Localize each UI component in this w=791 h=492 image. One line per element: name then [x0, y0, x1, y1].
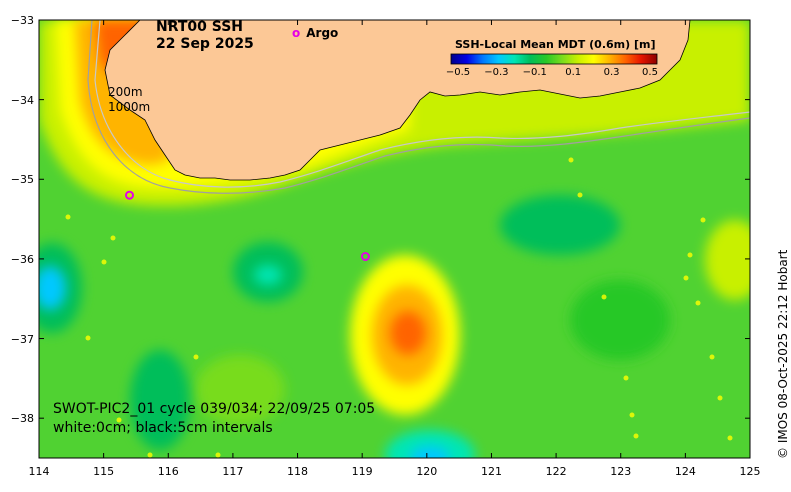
warm-patch-east — [705, 220, 750, 300]
cold-eddy-west-core — [39, 266, 66, 310]
y-tick-label: −35 — [10, 173, 34, 187]
isobath-1000m-label: 1000m — [108, 100, 151, 114]
x-tick-label: 124 — [674, 465, 696, 478]
cool-patch-east — [500, 195, 620, 255]
warm-eddy-core — [390, 311, 426, 355]
isobath-200m-label: 200m — [108, 85, 143, 99]
cold-eddy-south — [385, 430, 475, 458]
isobath-200m — [94, 20, 750, 188]
warm-patch-sw — [195, 355, 285, 425]
cold-eddy-mid-core — [254, 265, 282, 285]
y-tick-label: −34 — [10, 93, 34, 107]
x-tick-label: 117 — [222, 465, 244, 478]
y-tick-label: −33 — [10, 14, 34, 27]
isobath-1000m — [87, 20, 750, 194]
colorbar-tick-label: 0.1 — [565, 67, 582, 78]
y-tick-label: −38 — [10, 412, 34, 426]
colorbar-title: SSH-Local Mean MDT (0.6m) [m] — [455, 38, 656, 51]
colorbar-tick-label: 0.5 — [642, 67, 658, 78]
cool-patch-se — [570, 280, 670, 360]
plot-frame — [38, 19, 751, 459]
x-tick-label: 125 — [739, 465, 761, 478]
x-tick-label: 119 — [351, 465, 373, 478]
y-tick-label: −36 — [10, 252, 34, 266]
x-tick-label: 123 — [610, 465, 632, 478]
swot-annotation-line1: SWOT-PIC2_01 cycle 039/034; 22/09/25 07:… — [53, 401, 376, 417]
colorbar-bar — [450, 53, 658, 65]
cool-patch-s — [130, 350, 190, 450]
x-tick-label: 116 — [157, 465, 179, 478]
colorbar-tick-label: 0.3 — [603, 67, 620, 78]
x-tick-label: 114 — [28, 465, 50, 478]
swot-annotation: SWOT-PIC2_01 cycle 039/034; 22/09/25 07:… — [53, 400, 375, 438]
argo-layer — [124, 190, 370, 262]
map-title-line2: 22 Sep 2025 — [156, 36, 254, 52]
axis-ticks — [38, 19, 751, 458]
argo-legend-label: Argo — [306, 26, 339, 40]
isobath-labels: 200m 1000m — [108, 85, 150, 115]
colorbar-tick-label: −0.1 — [522, 67, 547, 78]
argo-legend: o Argo — [292, 26, 338, 40]
y-tick-label: −37 — [10, 332, 34, 346]
colorbar-tick-label: −0.5 — [445, 67, 471, 78]
x-tick-label: 115 — [93, 465, 115, 478]
argo-float-marker[interactable] — [360, 252, 370, 262]
argo-float-marker[interactable] — [124, 190, 134, 200]
imos-credit: © IMOS 08-Oct-2025 22:12 Hobart — [776, 249, 790, 459]
x-tick-label: 118 — [287, 465, 309, 478]
map-title: NRT00 SSH 22 Sep 2025 — [156, 19, 254, 53]
swot-track-dots — [65, 157, 733, 458]
colorbar-tick-label: −0.3 — [484, 67, 509, 78]
swot-annotation-line2: white:0cm; black:5cm intervals — [53, 420, 273, 436]
x-tick-label: 122 — [545, 465, 567, 478]
x-tick-label: 121 — [480, 465, 502, 478]
argo-symbol-icon: o — [292, 26, 301, 40]
map-title-line1: NRT00 SSH — [156, 19, 244, 35]
x-tick-label: 120 — [416, 465, 438, 478]
cold-eddy-south-core — [410, 446, 450, 458]
